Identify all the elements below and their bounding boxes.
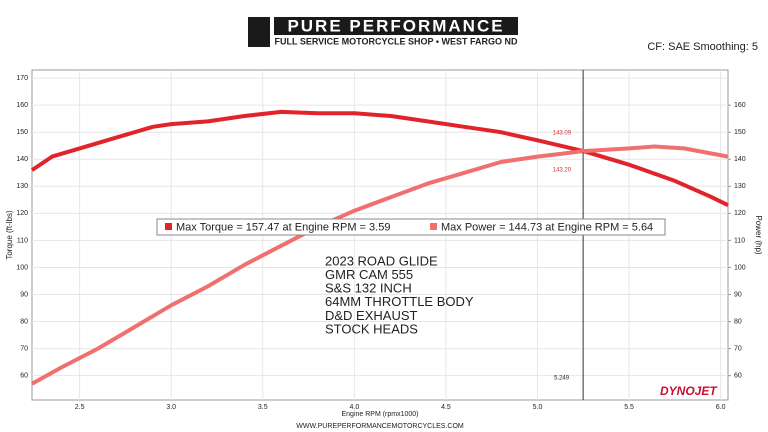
x-tick-label: 3.5	[258, 404, 268, 411]
cursor-x-label: 5.249	[554, 376, 570, 382]
y-tick-label: 150	[16, 129, 28, 136]
x-tick-label: 6.0	[716, 404, 726, 411]
y-tick-label: 60	[20, 372, 28, 379]
series-line	[30, 109, 729, 207]
legend-label: Max Power = 144.73 at Engine RPM = 5.64	[441, 221, 653, 233]
legend-swatch	[165, 223, 172, 230]
y2-tick-label: 90	[734, 291, 742, 298]
legend-label: Max Torque = 157.47 at Engine RPM = 3.59	[176, 221, 390, 233]
y-axis-label: Torque (ft-lbs)	[5, 210, 14, 260]
legend-swatch	[430, 223, 437, 230]
y-tick-label: 80	[20, 318, 28, 325]
y2-tick-label: 130	[734, 183, 746, 190]
series-line	[31, 144, 729, 386]
y2-tick-label: 150	[734, 129, 746, 136]
x-tick-label: 5.5	[624, 404, 634, 411]
y-tick-label: 90	[20, 291, 28, 298]
x-axis-label: Engine RPM (rpmx1000)	[341, 411, 418, 418]
note-line: S&S 132 INCH	[325, 281, 412, 296]
y-tick-label: 120	[16, 210, 28, 217]
y2-tick-label: 80	[734, 318, 742, 325]
y-tick-label: 160	[16, 102, 28, 109]
y-tick-label: 70	[20, 345, 28, 352]
y-tick-label: 110	[17, 237, 28, 244]
legend-box	[156, 218, 666, 236]
y2-tick-label: 70	[734, 345, 742, 352]
brand: PURE PERFORMANCE	[287, 16, 504, 35]
footer-url: WWW.PUREPERFORMANCEMOTORCYCLES.COM	[296, 423, 464, 430]
logo-icon	[248, 17, 270, 47]
note-line: STOCK HEADS	[325, 321, 418, 336]
y2-axis-label: Power (hp)	[754, 215, 763, 254]
y2-tick-label: 60	[734, 372, 742, 379]
cursor-value-label: 143.09	[553, 131, 572, 137]
y-tick-label: 100	[16, 264, 28, 271]
y2-tick-label: 160	[734, 102, 746, 109]
x-tick-label: 4.0	[349, 404, 359, 411]
cursor-point	[581, 148, 586, 153]
y-tick-label: 130	[16, 183, 28, 190]
settings: CF: SAE Smoothing: 5	[647, 41, 758, 53]
note-line: 64MM THROTTLE BODY	[325, 294, 474, 309]
cursor-value-label: 143.20	[553, 168, 572, 174]
y-tick-label: 140	[16, 156, 28, 163]
x-tick-label: 3.0	[166, 404, 176, 411]
dynojet-logo: DYNOJET	[660, 384, 718, 398]
y2-tick-label: 110	[734, 237, 745, 244]
x-tick-label: 2.5	[75, 404, 85, 411]
y-tick-label: 170	[16, 75, 28, 82]
note-line: GMR CAM 555	[325, 267, 413, 282]
y2-tick-label: 120	[734, 210, 746, 217]
y2-tick-label: 100	[734, 264, 746, 271]
note-line: 2023 ROAD GLIDE	[325, 253, 438, 268]
note-line: D&D EXHAUST	[325, 308, 418, 323]
logo-banner	[274, 17, 518, 35]
x-tick-label: 4.5	[441, 404, 451, 411]
y2-tick-label: 140	[734, 156, 746, 163]
x-tick-label: 5.0	[533, 404, 543, 411]
tagline: FULL SERVICE MOTORCYCLE SHOP • WEST FARG…	[274, 36, 518, 46]
